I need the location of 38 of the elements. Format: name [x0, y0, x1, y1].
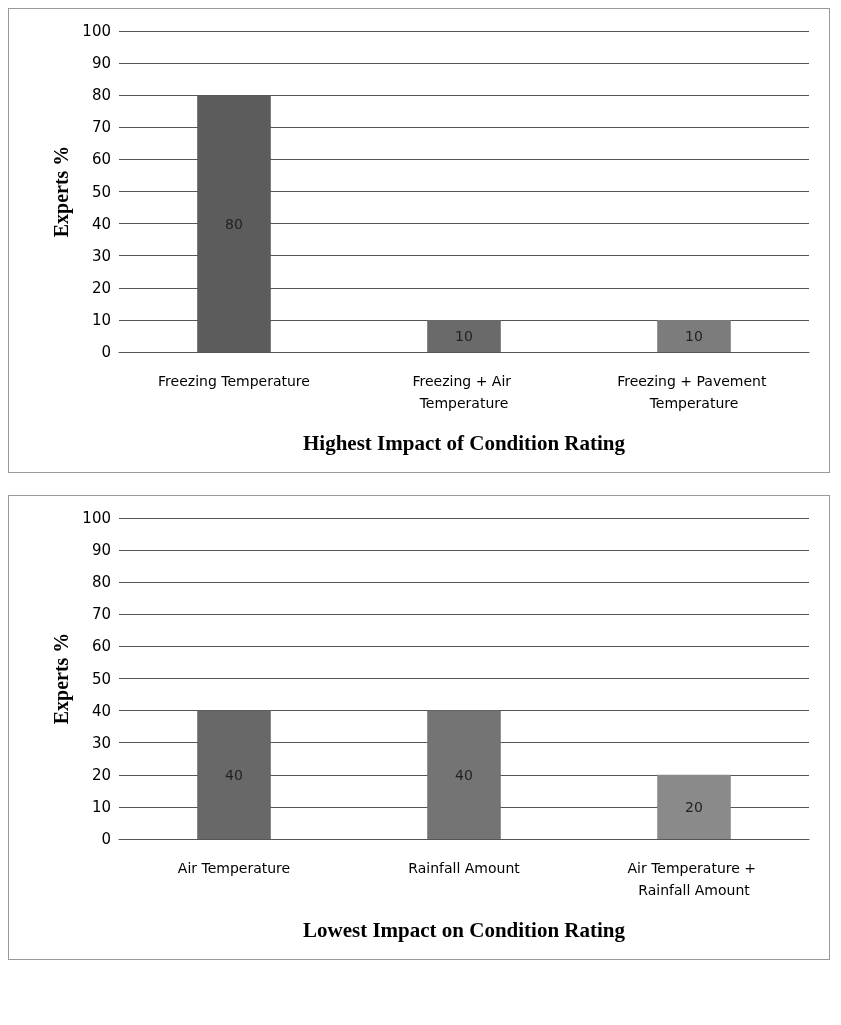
y-tick-label: 60: [91, 637, 111, 656]
y-tick-label: 80: [91, 573, 111, 592]
y-tick-label: 10: [91, 310, 111, 329]
data-label: 80: [225, 215, 243, 232]
data-label: 40: [455, 766, 473, 783]
y-tick-label: 10: [91, 797, 111, 816]
y-tick-label: 70: [91, 118, 111, 137]
y-tick-label: 50: [91, 669, 111, 688]
x-tick-label: Air Temperature + Rainfall Amount: [627, 860, 761, 898]
x-tick-label: Air Temperature: [177, 860, 291, 876]
x-tick-label: Freezing Temperature: [158, 373, 310, 389]
y-tick-label: 30: [91, 733, 111, 752]
y-tick-label: 0: [101, 830, 111, 848]
x-tick-label: Freezing + Air Temperature: [412, 373, 516, 411]
x-tick-label: Freezing + Pavement Temperature: [617, 373, 771, 411]
y-tick-label: 40: [91, 701, 111, 720]
y-tick-label: 50: [91, 182, 111, 201]
y-tick-label: 100: [82, 509, 111, 527]
y-tick-label: 90: [91, 54, 111, 73]
y-tick-label: 60: [91, 150, 111, 169]
x-tick-label: Rainfall Amount: [408, 860, 521, 876]
y-tick-label: 0: [101, 343, 111, 361]
x-axis-title: Highest Impact of Condition Rating: [302, 430, 626, 455]
y-tick-label: 80: [91, 86, 111, 105]
data-label: 40: [225, 766, 243, 783]
data-label: 10: [685, 327, 703, 344]
y-tick-label: 100: [82, 22, 111, 40]
y-tick-label: 20: [91, 765, 111, 784]
y-tick-label: 20: [91, 278, 111, 297]
data-label: 10: [455, 327, 473, 344]
y-tick-label: 30: [91, 246, 111, 265]
x-axis-title: Lowest Impact on Condition Rating: [302, 917, 626, 942]
y-tick-label: 90: [91, 541, 111, 560]
y-tick-label: 70: [91, 605, 111, 624]
y-tick-label: 40: [91, 214, 111, 233]
data-label: 20: [685, 798, 703, 815]
y-axis-title: Experts %: [50, 145, 73, 238]
y-axis-title: Experts %: [50, 632, 73, 725]
